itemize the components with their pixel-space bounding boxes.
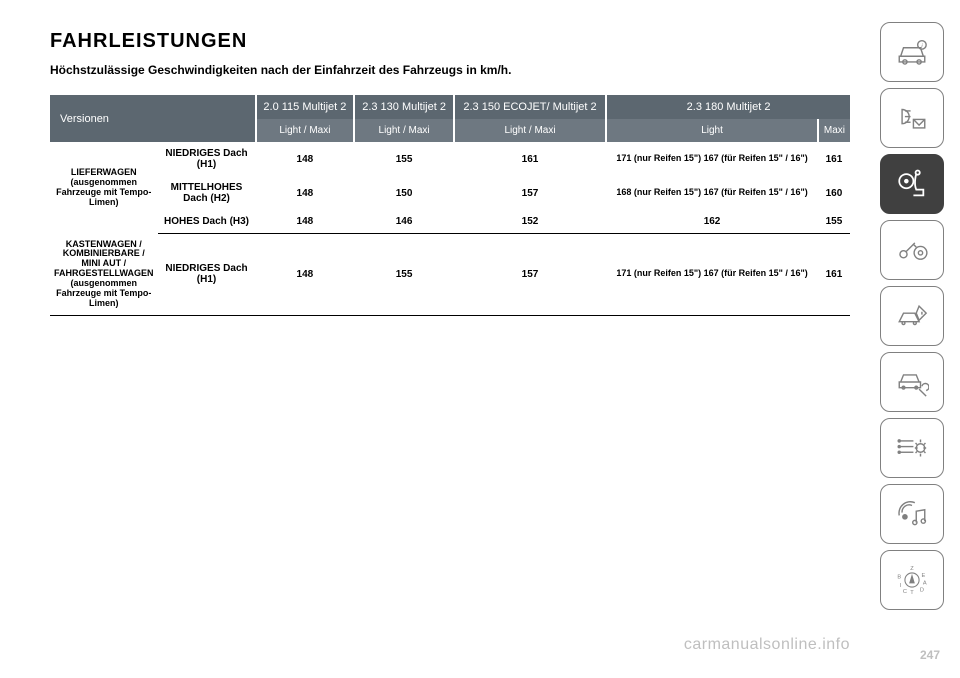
g0r1-c4: 168 (nur Reifen 15") 167 (für Reifen 15"… <box>606 176 818 210</box>
th-engine-2: 2.3 150 ECOJET/ Multijet 2 <box>454 95 606 119</box>
g0r2-c1: 148 <box>256 210 355 234</box>
group1-label: KASTENWAGEN / KOMBINIERBARE / MINI AUT /… <box>50 234 158 316</box>
page-title: FAHRLEISTUNGEN <box>50 30 850 53</box>
list-gear-icon[interactable] <box>880 418 944 478</box>
g0r2-deck: HOHES Dach (H3) <box>158 210 256 234</box>
g1r0-c3: 157 <box>454 234 606 316</box>
th-sub-0: Light / Maxi <box>256 119 355 142</box>
th-engine-0: 2.0 115 Multijet 2 <box>256 95 355 119</box>
lights-mail-icon[interactable] <box>880 88 944 148</box>
g0r0-c5: 161 <box>818 142 850 176</box>
compass-letters-icon[interactable]: Z EADTCIB <box>880 550 944 610</box>
th-engine-1: 2.3 130 Multijet 2 <box>354 95 454 119</box>
svg-text:B: B <box>897 575 901 581</box>
th-versions: Versionen <box>50 95 256 142</box>
g1r0-c1: 148 <box>256 234 355 316</box>
crash-warning-icon[interactable] <box>880 286 944 346</box>
sidebar: i Z EADTCIB <box>880 22 942 610</box>
watermark: carmanualsonline.info <box>684 636 850 654</box>
th-sub-2: Light / Maxi <box>454 119 606 142</box>
group0-label: LIEFERWAGEN (ausgenommen Fahrzeuge mit T… <box>50 142 158 234</box>
performance-table: Versionen 2.0 115 Multijet 2 2.3 130 Mul… <box>50 95 850 316</box>
audio-nav-icon[interactable] <box>880 484 944 544</box>
svg-text:I: I <box>900 583 902 589</box>
th-engine-3: 2.3 180 Multijet 2 <box>606 95 850 119</box>
g0r0-c4: 171 (nur Reifen 15") 167 (für Reifen 15"… <box>606 142 818 176</box>
g0r1-c1: 148 <box>256 176 355 210</box>
g1r0-c5: 161 <box>818 234 850 316</box>
g0r0-c1: 148 <box>256 142 355 176</box>
svg-text:T: T <box>910 590 914 596</box>
car-info-icon[interactable]: i <box>880 22 944 82</box>
page-subtitle: Höchstzulässige Geschwindigkeiten nach d… <box>50 63 850 77</box>
g1r0-deck: NIEDRIGES Dach (H1) <box>158 234 256 316</box>
g0r1-deck: MITTELHOHES Dach (H2) <box>158 176 256 210</box>
th-sub-1: Light / Maxi <box>354 119 454 142</box>
g0r1-c3: 157 <box>454 176 606 210</box>
g1r0-c4: 171 (nur Reifen 15") 167 (für Reifen 15"… <box>606 234 818 316</box>
page-number: 247 <box>920 648 940 662</box>
airbag-seat-icon[interactable] <box>880 154 944 214</box>
svg-text:Z: Z <box>910 566 914 572</box>
car-wrench-icon[interactable] <box>880 352 944 412</box>
g0r2-c4: 162 <box>606 210 818 234</box>
g1r0-c2: 155 <box>354 234 454 316</box>
g0r2-c5: 155 <box>818 210 850 234</box>
svg-text:E: E <box>921 573 925 579</box>
g0r2-c2: 146 <box>354 210 454 234</box>
th-sub-3: Light <box>606 119 818 142</box>
th-sub-4: Maxi <box>818 119 850 142</box>
g0r2-c3: 152 <box>454 210 606 234</box>
g0r1-c5: 160 <box>818 176 850 210</box>
svg-text:A: A <box>923 580 927 586</box>
g0r1-c2: 150 <box>354 176 454 210</box>
g0r0-deck: NIEDRIGES Dach (H1) <box>158 142 256 176</box>
page: FAHRLEISTUNGEN Höchstzulässige Geschwind… <box>0 0 960 678</box>
svg-text:D: D <box>920 587 924 593</box>
svg-text:C: C <box>903 589 907 595</box>
g0r0-c3: 161 <box>454 142 606 176</box>
g0r0-c2: 155 <box>354 142 454 176</box>
key-wheel-icon[interactable] <box>880 220 944 280</box>
